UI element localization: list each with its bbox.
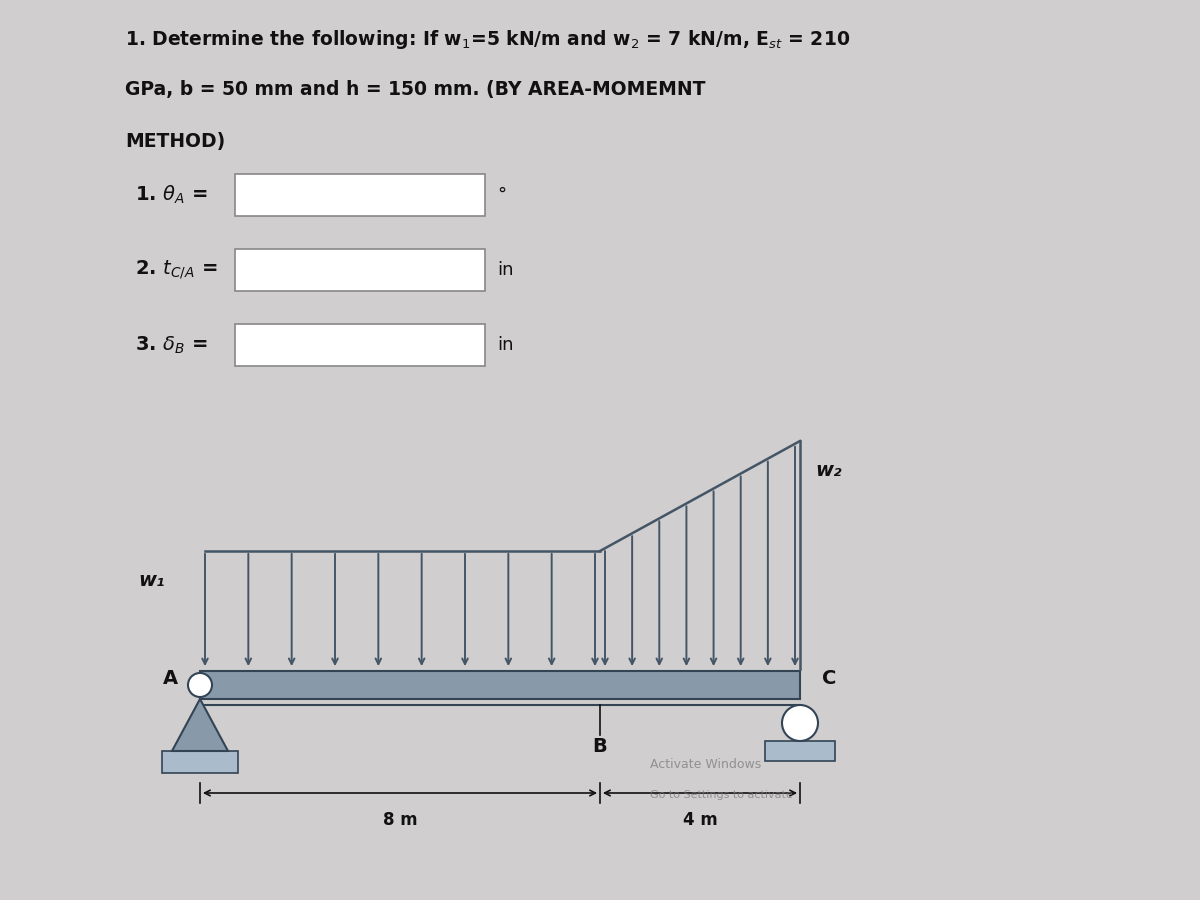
Text: °: ° [497,186,506,204]
Bar [235,324,485,366]
Text: 2. $t_{C/A}$ =: 2. $t_{C/A}$ = [134,258,217,282]
Text: 8 m: 8 m [383,811,418,829]
Circle shape [188,673,212,697]
Text: 1. $\theta_A$ =: 1. $\theta_A$ = [134,184,208,206]
Polygon shape [172,699,228,751]
Text: w₂: w₂ [815,462,841,481]
Text: C: C [822,670,836,688]
Circle shape [782,705,818,741]
Text: in: in [497,336,514,354]
Text: 3. $\delta_B$ =: 3. $\delta_B$ = [134,335,208,356]
Bar [162,751,238,773]
Bar [235,174,485,216]
Text: METHOD): METHOD) [125,132,226,151]
Text: Go to Settings to activate: Go to Settings to activate [650,790,793,800]
Text: 1. Determine the following: If w$_1$=5 kN/m and w$_2$ = 7 kN/m, E$_{st}$ = 210: 1. Determine the following: If w$_1$=5 k… [125,28,850,51]
Text: Activate Windows: Activate Windows [650,759,761,771]
Text: w₁: w₁ [138,572,166,590]
Bar [235,249,485,291]
Bar [766,741,835,761]
Bar [200,671,800,699]
Text: in: in [497,261,514,279]
Text: GPa, b = 50 mm and h = 150 mm. (BY AREA-MOMEMNT: GPa, b = 50 mm and h = 150 mm. (BY AREA-… [125,80,706,99]
Text: 4 m: 4 m [683,811,718,829]
Text: B: B [593,737,607,756]
Text: A: A [163,670,178,688]
